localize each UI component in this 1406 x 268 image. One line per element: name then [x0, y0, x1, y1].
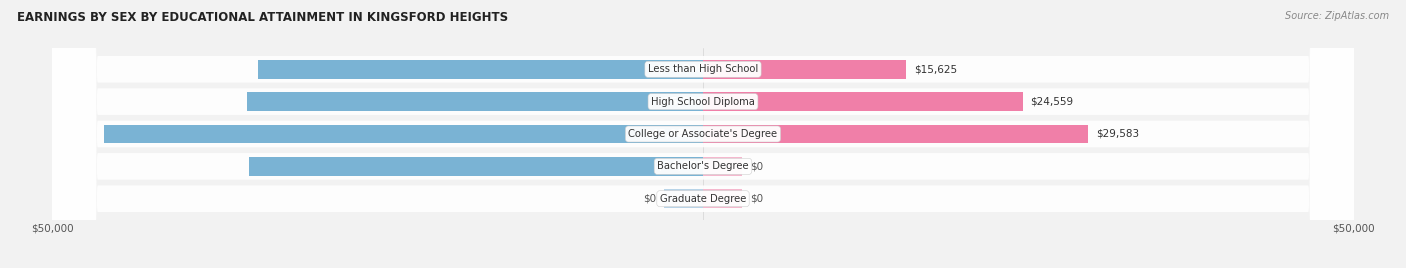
Text: $29,583: $29,583: [1095, 129, 1139, 139]
Bar: [703, 189, 742, 208]
Bar: [104, 125, 703, 143]
Bar: [249, 157, 703, 176]
Bar: [703, 125, 1088, 143]
Text: High School Diploma: High School Diploma: [651, 97, 755, 107]
Text: $0: $0: [643, 194, 657, 204]
Bar: [703, 92, 1022, 111]
Bar: [703, 157, 742, 176]
Text: College or Associate's Degree: College or Associate's Degree: [628, 129, 778, 139]
Text: Bachelor's Degree: Bachelor's Degree: [657, 161, 749, 171]
Text: EARNINGS BY SEX BY EDUCATIONAL ATTAINMENT IN KINGSFORD HEIGHTS: EARNINGS BY SEX BY EDUCATIONAL ATTAINMEN…: [17, 11, 508, 24]
Text: $45,982: $45,982: [645, 129, 692, 139]
Text: $34,205: $34,205: [657, 64, 704, 74]
Text: Source: ZipAtlas.com: Source: ZipAtlas.com: [1285, 11, 1389, 21]
Bar: [703, 60, 907, 79]
Text: $15,625: $15,625: [914, 64, 957, 74]
Text: Graduate Degree: Graduate Degree: [659, 194, 747, 204]
Text: $34,875: $34,875: [657, 161, 704, 171]
Text: $0: $0: [749, 161, 763, 171]
Text: Less than High School: Less than High School: [648, 64, 758, 74]
Text: $35,000: $35,000: [657, 97, 703, 107]
FancyBboxPatch shape: [52, 0, 1354, 268]
FancyBboxPatch shape: [52, 0, 1354, 268]
Bar: [247, 92, 703, 111]
Bar: [257, 60, 703, 79]
FancyBboxPatch shape: [52, 0, 1354, 268]
Bar: [664, 189, 703, 208]
FancyBboxPatch shape: [52, 0, 1354, 268]
Text: $24,559: $24,559: [1031, 97, 1074, 107]
Text: $0: $0: [749, 194, 763, 204]
FancyBboxPatch shape: [52, 0, 1354, 268]
